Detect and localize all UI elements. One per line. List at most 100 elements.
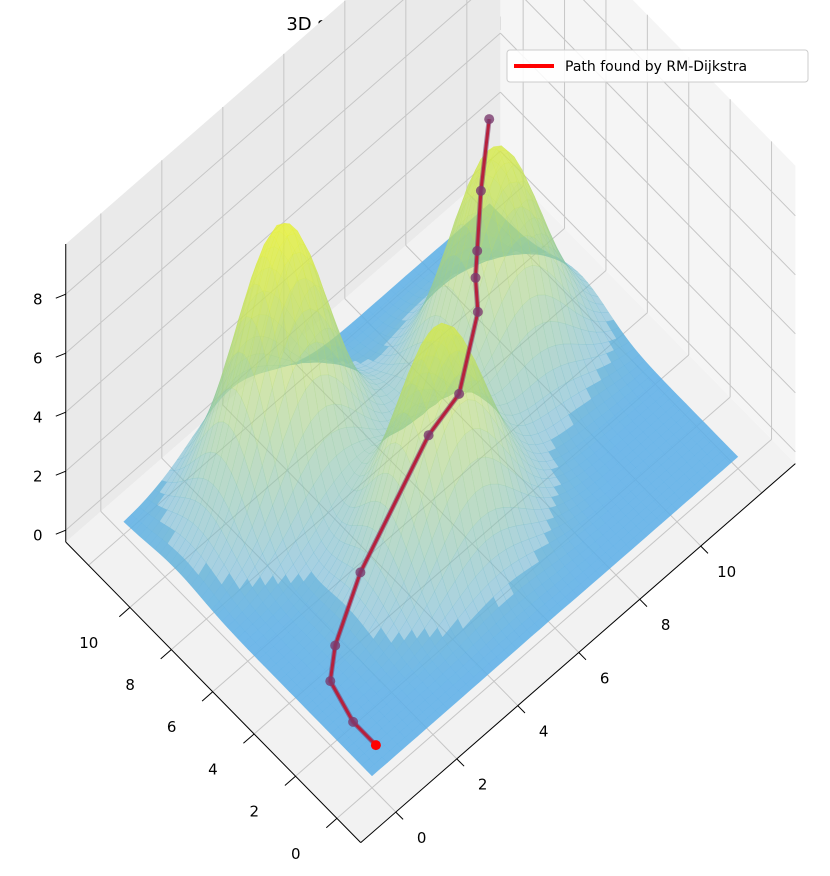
surface-facet	[206, 594, 220, 611]
surface-facet	[563, 438, 577, 452]
surface-facet	[533, 509, 547, 523]
surface-facet	[608, 370, 623, 384]
tick-mark	[243, 733, 255, 744]
tick-mark	[456, 758, 465, 767]
grid-line	[500, 32, 796, 335]
surface-facet	[198, 562, 212, 583]
tick-mark	[55, 411, 66, 417]
surface-facet	[572, 553, 586, 567]
surface-facet	[257, 622, 272, 636]
surface-facet	[457, 609, 471, 630]
x-tick-label: 0	[417, 829, 427, 847]
surface-facet	[489, 373, 503, 396]
surface-facet	[482, 404, 496, 440]
surface-facet	[505, 485, 519, 509]
surface-facet	[190, 574, 205, 592]
surface-facet	[244, 526, 258, 557]
surface-facet	[304, 277, 319, 313]
path-point	[348, 716, 359, 727]
surface-facet	[423, 271, 437, 283]
surface-facet	[350, 657, 364, 672]
surface-facet	[595, 564, 609, 577]
tick-mark	[118, 607, 131, 618]
surface-facet	[361, 391, 375, 412]
path-line-overlay	[327, 118, 492, 747]
surface-facet	[338, 426, 352, 450]
surface-facet	[321, 571, 335, 589]
surface-facet	[565, 323, 579, 345]
surface-facet	[453, 327, 468, 347]
surface-facet	[501, 623, 515, 638]
surface-facet	[282, 420, 296, 469]
surface-facet	[502, 506, 517, 529]
surface-facet	[347, 670, 362, 685]
tick-mark	[325, 818, 338, 829]
path-point	[472, 306, 483, 317]
surface-facet	[254, 553, 268, 578]
surface-facet	[484, 456, 499, 485]
surface-facet	[419, 717, 434, 730]
surface-facet	[353, 735, 367, 749]
surface-facet	[326, 575, 340, 594]
surface-facet	[556, 533, 571, 548]
surface-facet	[358, 374, 372, 395]
surface-facet	[457, 536, 471, 571]
surface-facet	[231, 625, 246, 639]
surface-facet	[478, 644, 492, 659]
surface-facet	[267, 600, 282, 616]
tick-mark	[700, 545, 709, 554]
surface-facet	[479, 428, 494, 460]
surface-facet	[498, 216, 513, 260]
surface-facet	[226, 619, 241, 634]
surface-facet	[390, 308, 405, 320]
surface-facet	[313, 618, 328, 634]
path-point	[454, 388, 465, 399]
grid-line	[336, 438, 772, 819]
surface-facet	[446, 324, 460, 338]
surface-facet	[454, 472, 468, 514]
path-point	[472, 245, 483, 256]
y-tick-label: 10	[79, 634, 98, 652]
tick-mark	[201, 691, 214, 702]
tick-mark	[55, 293, 66, 299]
path-point	[355, 567, 366, 578]
surface-facet	[375, 322, 389, 334]
surface-facet	[313, 583, 328, 600]
surface-facet	[298, 563, 312, 583]
surface-facet	[226, 520, 240, 551]
surface-facet	[399, 725, 413, 738]
surface-facet	[480, 630, 495, 646]
surface-facet	[389, 743, 403, 757]
surface-facet	[296, 647, 310, 661]
surface-facet	[564, 590, 579, 604]
surface-facet	[587, 570, 602, 584]
surface-facet	[192, 422, 206, 451]
surface-facet	[477, 381, 491, 415]
x-tick-label: 2	[478, 776, 488, 794]
path-point	[370, 740, 381, 751]
surface-facet	[425, 260, 440, 273]
surface-facet	[492, 406, 506, 438]
x-tick-label: 8	[661, 616, 671, 634]
surface-facet	[513, 156, 528, 181]
surface-facet	[247, 566, 261, 588]
surface-facet	[182, 543, 197, 564]
surface-facet	[365, 705, 380, 719]
tick-mark	[517, 705, 526, 714]
surface-facet	[325, 320, 339, 360]
x-tick-label: 6	[600, 669, 610, 687]
surface-facet	[159, 543, 173, 559]
surface-facet	[355, 376, 370, 400]
surface-facet	[229, 559, 243, 582]
surface-facet	[270, 620, 284, 635]
surface-facet	[467, 576, 481, 602]
surface-facet	[496, 362, 511, 391]
surface-facet	[490, 554, 504, 578]
surface-facet	[146, 517, 160, 532]
surface-facet	[315, 517, 330, 542]
surface-facet	[507, 425, 521, 441]
surface-facet	[376, 686, 390, 700]
surface-facet	[575, 359, 590, 377]
surface-facet	[192, 452, 207, 479]
